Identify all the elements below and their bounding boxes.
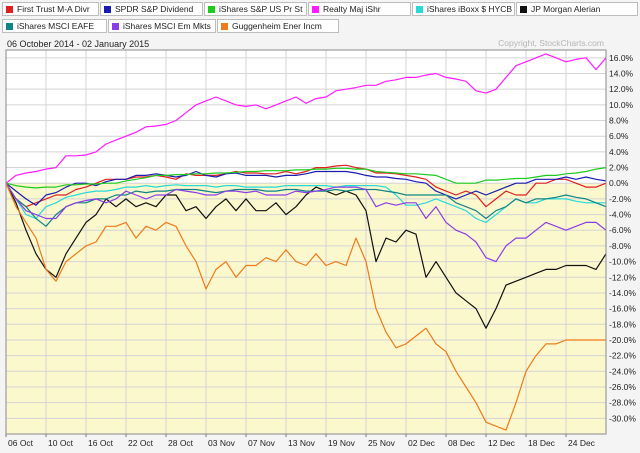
legend-swatch [6,22,13,30]
x-tick-label: 18 Dec [528,438,556,448]
legend-label: First Trust M-A Divr [17,4,90,14]
watermark: Copyright, StockCharts.com [498,38,604,48]
x-tick-label: 24 Dec [568,438,596,448]
x-tick-label: 28 Oct [168,438,194,448]
legend-swatch [208,5,215,13]
plot-area-above-zero [6,50,606,184]
plot-frame [5,49,607,435]
legend-item: iShares MSCI EAFE [2,19,107,33]
legend-swatch [221,22,228,30]
legend-item: JP Morgan Alerian [516,2,638,16]
legend-label: iShares MSCI EAFE [17,21,94,31]
legend-label: SPDR S&P Dividend [115,4,194,14]
legend-item: Realty Maj iShr [308,2,411,16]
y-tick-label: -12.0% [609,272,636,282]
y-tick-label: -22.0% [609,351,636,361]
series-line-3 [5,53,607,184]
legend-label: iShares S&P US Pr St [219,4,303,14]
x-tick-label: 12 Dec [488,438,516,448]
x-tick-label: 16 Oct [88,438,114,448]
series-line-2 [5,167,607,189]
y-tick-label: -4.0% [609,210,632,220]
series-line-1 [5,170,607,206]
x-tick-label: 10 Oct [48,438,74,448]
legend-item: SPDR S&P Dividend [100,2,203,16]
legend-item: First Trust M-A Divr [2,2,99,16]
series-line-7 [5,182,607,263]
y-tick-label: -14.0% [609,288,636,298]
y-tick-label: -24.0% [609,366,636,376]
y-tick-label: 8.0% [609,116,629,126]
legend: First Trust M-A Divr SPDR S&P Dividend iSh… [2,2,638,36]
y-tick-label: 2.0% [609,163,629,173]
y-tick-label: -20.0% [609,335,636,345]
legend-swatch [6,5,13,13]
y-tick-label: -30.0% [609,413,636,423]
series-line-8 [5,182,606,431]
x-tick-label: 07 Nov [248,438,276,448]
x-tick-label: 25 Nov [368,438,396,448]
x-tick-label: 03 Nov [208,438,236,448]
legend-label: JP Morgan Alerian [531,4,601,14]
legend-item: iShares S&P US Pr St [204,2,307,16]
y-tick-label: -10.0% [609,257,636,267]
y-tick-label: -26.0% [609,382,636,392]
legend-swatch [416,5,423,13]
legend-label: iShares iBoxx $ HYCB [427,4,513,14]
x-tick-label: 22 Oct [128,438,154,448]
legend-label: iShares MSCI Em Mkts [123,21,211,31]
date-range: 06 October 2014 - 02 January 2015 [7,39,150,49]
x-tick-label: 06 Oct [8,438,34,448]
y-tick-label: -2.0% [609,194,632,204]
legend-item: iShares MSCI Em Mkts [108,19,216,33]
legend-swatch [312,5,319,13]
legend-item: Guggenheim Ener Incm [217,19,339,33]
x-tick-label: 13 Nov [288,438,316,448]
x-tick-label: 08 Dec [448,438,476,448]
legend-label: Guggenheim Ener Incm [232,21,322,31]
y-tick-label: 14.0% [609,69,634,79]
y-tick-label: 16.0% [609,53,634,63]
series-line-6 [5,182,607,227]
legend-label: Realty Maj iShr [323,4,381,14]
legend-item: iShares iBoxx $ HYCB [412,2,515,16]
y-tick-label: 6.0% [609,131,629,141]
series-line-0 [5,164,607,208]
x-tick-label: 02 Dec [408,438,436,448]
y-tick-label: 10.0% [609,100,634,110]
y-tick-label: -18.0% [609,319,636,329]
legend-swatch [112,22,119,30]
legend-swatch [520,5,527,13]
y-tick-label: 4.0% [609,147,629,157]
y-tick-label: 12.0% [609,84,634,94]
y-tick-label: 0.0% [609,178,629,188]
x-tick-label: 19 Nov [328,438,356,448]
legend-swatch [104,5,111,13]
y-tick-label: -16.0% [609,304,636,314]
y-tick-label: -28.0% [609,398,636,408]
y-tick-label: -8.0% [609,241,632,251]
y-tick-label: -6.0% [609,225,632,235]
